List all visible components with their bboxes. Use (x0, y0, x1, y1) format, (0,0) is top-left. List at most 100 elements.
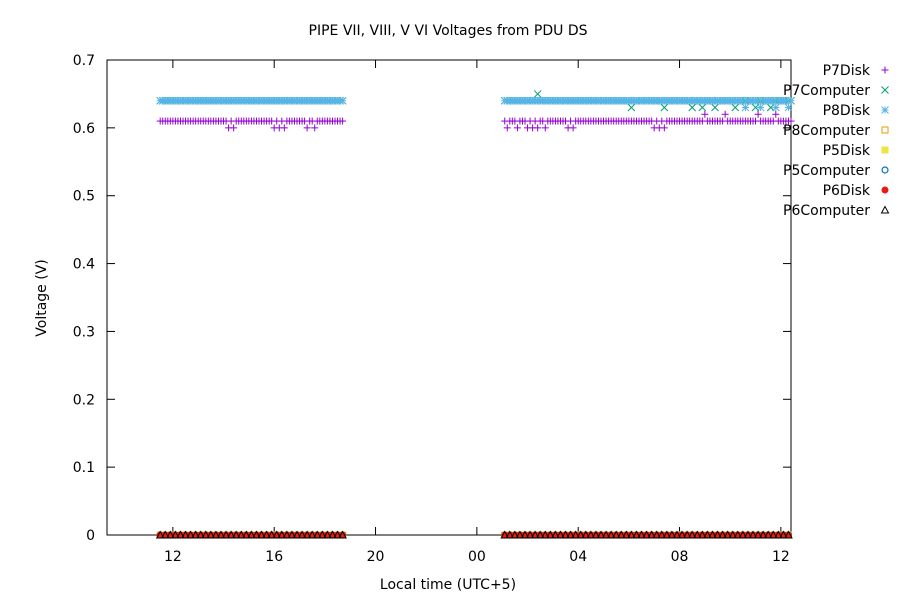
data-point (682, 530, 692, 539)
data-point (616, 530, 626, 539)
data-point (211, 530, 221, 539)
data-point (741, 103, 750, 112)
data-point (241, 530, 251, 539)
y-tick-label: 0.7 (73, 53, 95, 69)
data-point (221, 530, 231, 539)
data-point (533, 90, 542, 98)
data-point (272, 530, 282, 539)
data-point (186, 530, 195, 539)
data-point (697, 530, 707, 539)
legend-label: P7Disk (823, 63, 871, 79)
data-point (201, 530, 211, 539)
legend-item: P7Computer (783, 83, 889, 99)
data-point (231, 530, 241, 539)
data-point (754, 110, 762, 118)
data-point (551, 530, 560, 539)
series-P6Computer (155, 530, 793, 539)
data-point (541, 124, 549, 132)
y-tick-label: 0.1 (73, 460, 95, 476)
data-point (701, 110, 709, 118)
legend-marker (881, 66, 889, 74)
data-point (748, 530, 758, 539)
data-point (784, 103, 793, 112)
data-point (571, 530, 581, 539)
data-point (191, 530, 201, 539)
data-point (733, 530, 743, 539)
legend-item: P5Disk (823, 143, 889, 159)
y-tick-label: 0.2 (73, 392, 95, 408)
data-point (505, 530, 515, 539)
data-point (500, 530, 510, 539)
data-point (738, 530, 748, 539)
data-point (569, 124, 577, 132)
x-tick-label: 04 (569, 549, 587, 565)
x-tick-label: 16 (265, 549, 283, 565)
data-point (647, 530, 657, 539)
x-tick-label: 12 (772, 549, 790, 565)
data-point (779, 530, 788, 539)
data-point (627, 530, 636, 539)
data-point (338, 530, 347, 539)
legend-marker (881, 86, 889, 94)
x-tick-label: 20 (367, 549, 385, 565)
data-point (311, 124, 319, 132)
legend-item: P6Computer (783, 203, 890, 219)
data-point (713, 530, 722, 539)
data-point (723, 530, 733, 539)
data-point (692, 530, 702, 539)
data-point (657, 530, 667, 539)
data-point (277, 530, 287, 539)
data-point (627, 103, 636, 112)
axis-layer: 0 0.1 0.2 0.3 0.4 0.5 0.6 0.7 12 16 20 00 04 08 12 (73, 53, 792, 565)
data-layer (155, 90, 795, 539)
data-point (581, 530, 591, 539)
legend-item: P8Disk (823, 103, 889, 119)
data-point (176, 530, 185, 539)
legend-label: P8Computer (783, 123, 870, 139)
data-point (297, 530, 307, 539)
data-point (703, 530, 712, 539)
legend-label: P7Computer (783, 83, 870, 99)
data-point (303, 124, 311, 132)
data-point (586, 530, 596, 539)
data-point (660, 124, 668, 132)
data-point (545, 530, 555, 539)
data-point (566, 530, 575, 539)
data-point (753, 530, 763, 539)
data-point (667, 530, 677, 539)
data-point (338, 96, 347, 105)
x-tick-label: 00 (468, 549, 486, 565)
y-tick-label: 0.3 (73, 324, 95, 340)
data-point (637, 530, 646, 539)
data-point (787, 117, 795, 125)
data-point (155, 530, 165, 539)
data-point (181, 530, 190, 539)
data-point (339, 117, 347, 125)
chart-title: PIPE VII, VIII, V VI Voltages from PDU D… (309, 23, 588, 39)
data-point (282, 530, 292, 539)
data-point (312, 530, 322, 539)
legend-label: P6Disk (823, 183, 871, 199)
y-tick-label: 0 (86, 528, 95, 544)
data-point (262, 530, 271, 539)
data-point (787, 96, 795, 105)
y-tick-label: 0.4 (73, 257, 95, 273)
data-point (323, 530, 332, 539)
data-point (307, 530, 317, 539)
data-point (688, 103, 697, 112)
data-point (611, 530, 621, 539)
data-point (660, 103, 669, 112)
legend-item: P6Disk (823, 183, 889, 199)
y-tick-label: 0.5 (73, 189, 95, 205)
data-point (708, 530, 717, 539)
legend-label: P8Disk (823, 103, 871, 119)
data-point (662, 530, 672, 539)
data-point (784, 530, 793, 539)
data-point (535, 530, 545, 539)
data-point (206, 530, 216, 539)
data-point (763, 530, 773, 539)
data-point (652, 530, 662, 539)
data-point (530, 530, 540, 539)
data-point (236, 530, 246, 539)
